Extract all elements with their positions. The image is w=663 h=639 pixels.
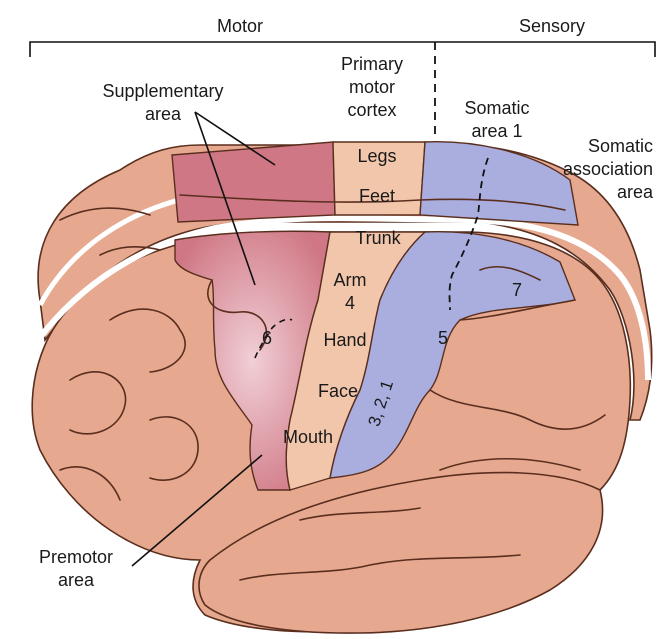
label-primary-motor-line2: motor bbox=[349, 77, 395, 97]
temporal-lobe bbox=[198, 471, 604, 634]
label-face: Face bbox=[318, 381, 358, 401]
header-motor: Motor bbox=[217, 16, 263, 36]
label-feet: Feet bbox=[359, 186, 395, 206]
label-supplementary-line1: Supplementary bbox=[102, 81, 223, 101]
label-area-5: 5 bbox=[438, 328, 448, 348]
somatic-upper-region bbox=[419, 141, 579, 226]
label-area-4: 4 bbox=[345, 293, 355, 313]
label-hand: Hand bbox=[323, 330, 366, 350]
supplementary-leader-1 bbox=[194, 111, 276, 166]
header-sensory: Sensory bbox=[519, 16, 585, 36]
supplementary-leader-2 bbox=[194, 111, 256, 286]
label-somatic-assoc-line3: area bbox=[617, 182, 654, 202]
label-primary-motor-line1: Primary bbox=[341, 54, 403, 74]
label-primary-motor-line3: cortex bbox=[347, 100, 396, 120]
label-somatic-assoc-line1: Somatic bbox=[588, 136, 653, 156]
label-somatic1-line1: Somatic bbox=[464, 98, 529, 118]
label-arm: Arm bbox=[334, 270, 367, 290]
header-bracket bbox=[29, 41, 656, 140]
label-supplementary-line2: area bbox=[145, 104, 182, 124]
label-mouth: Mouth bbox=[283, 427, 333, 447]
label-premotor-line2: area bbox=[58, 570, 95, 590]
label-somatic-assoc-line2: association bbox=[563, 159, 653, 179]
supplementary-area-region bbox=[171, 141, 336, 223]
label-legs: Legs bbox=[357, 146, 396, 166]
premotor-leader bbox=[131, 454, 263, 567]
label-area-6: 6 bbox=[262, 328, 272, 348]
label-premotor-line1: Premotor bbox=[39, 547, 113, 567]
label-somatic1-line2: area 1 bbox=[471, 121, 522, 141]
label-area-7: 7 bbox=[512, 280, 522, 300]
label-trunk: Trunk bbox=[355, 228, 401, 248]
area6-dashed bbox=[254, 318, 293, 359]
